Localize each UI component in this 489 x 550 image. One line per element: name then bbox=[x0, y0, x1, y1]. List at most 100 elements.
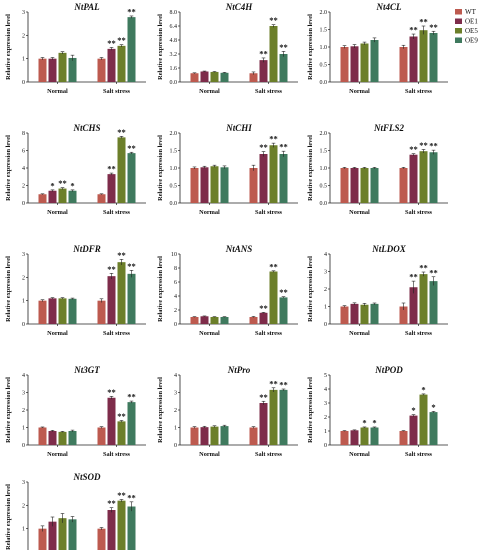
x-category-label: Normal bbox=[47, 330, 68, 337]
significance-marker: * bbox=[431, 402, 435, 412]
bar bbox=[370, 40, 379, 82]
chart-title: Nt4CL bbox=[375, 2, 402, 12]
bar bbox=[360, 168, 369, 203]
bar bbox=[340, 47, 349, 82]
x-category-label: Normal bbox=[349, 209, 370, 216]
y-axis-label: Relative expression level bbox=[5, 256, 12, 322]
x-category-label: Normal bbox=[199, 451, 220, 458]
bar bbox=[97, 528, 106, 550]
chart-panel: NtANS Relative expression level 0 2 4 6 8 10 Nor… bbox=[157, 244, 298, 337]
bar bbox=[399, 168, 408, 203]
y-tick-label: 1 bbox=[22, 426, 25, 432]
y-tick-label: 3 bbox=[324, 401, 327, 407]
bar bbox=[127, 402, 136, 445]
x-category-label: Salt stress bbox=[405, 451, 433, 458]
bar bbox=[360, 43, 369, 82]
y-tick-label: 2 bbox=[22, 184, 25, 190]
bar bbox=[419, 30, 428, 82]
y-tick-label: 0.5 bbox=[170, 184, 178, 190]
x-category-label: Normal bbox=[349, 330, 370, 337]
bar bbox=[97, 300, 106, 324]
y-tick-label: 8 bbox=[174, 266, 177, 272]
chart-panel: NtCHS Relative expression level 0 2 4 6 8 Norma… bbox=[5, 123, 146, 216]
chart-title: NtPOD bbox=[374, 365, 403, 375]
bar bbox=[409, 287, 418, 324]
bar bbox=[259, 312, 268, 324]
significance-marker: ** bbox=[429, 141, 438, 151]
bar bbox=[68, 519, 77, 550]
legend-swatch bbox=[455, 18, 462, 24]
significance-marker: ** bbox=[419, 263, 428, 273]
bar bbox=[259, 403, 268, 445]
y-tick-label: 0.5 bbox=[320, 63, 328, 69]
legend-label: WT bbox=[465, 8, 477, 16]
significance-marker: ** bbox=[259, 142, 268, 152]
legend-swatch bbox=[455, 9, 462, 15]
significance-marker: ** bbox=[107, 38, 116, 48]
significance-marker: ** bbox=[127, 492, 136, 502]
bar bbox=[97, 194, 106, 203]
y-tick-label: 3 bbox=[324, 270, 327, 276]
bar bbox=[269, 145, 278, 203]
bar bbox=[200, 71, 209, 82]
y-axis-label: Relative expression level bbox=[5, 484, 12, 550]
significance-marker: ** bbox=[107, 164, 116, 174]
bar bbox=[429, 152, 438, 203]
bar bbox=[419, 394, 428, 445]
y-tick-label: 0.0 bbox=[170, 201, 178, 207]
significance-marker: * bbox=[362, 417, 366, 427]
chart-title: NtCHS bbox=[72, 123, 100, 133]
bar bbox=[48, 58, 57, 82]
y-tick-label: 3 bbox=[22, 10, 25, 16]
legend-label: OE9 bbox=[465, 37, 478, 45]
bar bbox=[58, 298, 67, 324]
bar bbox=[429, 33, 438, 82]
x-category-label: Salt stress bbox=[405, 209, 433, 216]
bar bbox=[210, 426, 219, 445]
significance-marker: * bbox=[421, 384, 425, 394]
y-tick-label: 1 bbox=[324, 305, 327, 311]
y-tick-label: 8.0 bbox=[170, 10, 178, 16]
x-category-label: Normal bbox=[47, 88, 68, 95]
significance-marker: ** bbox=[419, 140, 428, 150]
bar bbox=[38, 300, 47, 324]
y-axis-label: Relative expression level bbox=[157, 256, 164, 322]
y-tick-label: 0 bbox=[324, 322, 327, 328]
significance-marker: ** bbox=[58, 178, 67, 188]
y-tick-label: 6 bbox=[174, 280, 177, 286]
bar bbox=[350, 430, 359, 445]
bar bbox=[48, 431, 57, 445]
bar bbox=[38, 427, 47, 445]
bar bbox=[340, 168, 349, 203]
bar bbox=[269, 271, 278, 324]
significance-marker: * bbox=[372, 417, 376, 427]
bar bbox=[127, 153, 136, 203]
bar bbox=[68, 298, 77, 324]
y-tick-label: 0.0 bbox=[170, 80, 178, 86]
bar bbox=[117, 137, 126, 203]
bar bbox=[249, 427, 258, 445]
y-tick-label: 2 bbox=[174, 408, 177, 414]
bar bbox=[279, 154, 288, 203]
bar bbox=[249, 317, 258, 324]
bar bbox=[107, 510, 116, 550]
y-axis-label: Relative expression level bbox=[157, 377, 164, 443]
y-tick-label: 0 bbox=[174, 322, 177, 328]
significance-marker: ** bbox=[279, 142, 288, 152]
bar bbox=[259, 154, 268, 203]
y-tick-label: 2.0 bbox=[320, 10, 328, 16]
bar bbox=[97, 427, 106, 445]
significance-marker: ** bbox=[259, 303, 268, 313]
bar bbox=[190, 73, 199, 82]
bar bbox=[58, 431, 67, 445]
bar bbox=[107, 174, 116, 203]
significance-marker: ** bbox=[127, 6, 136, 16]
significance-marker: ** bbox=[127, 261, 136, 271]
bar bbox=[399, 47, 408, 82]
bar bbox=[279, 389, 288, 445]
bar bbox=[48, 521, 57, 550]
x-category-label: Salt stress bbox=[255, 88, 283, 95]
bar bbox=[38, 528, 47, 550]
bar bbox=[107, 397, 116, 445]
